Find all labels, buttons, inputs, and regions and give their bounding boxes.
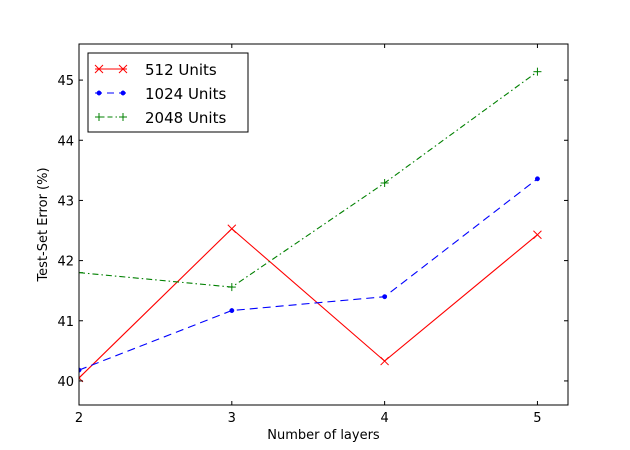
series-line (79, 71, 538, 288)
legend-marker (118, 64, 128, 74)
series-line (79, 178, 538, 371)
data-point (227, 224, 237, 234)
y-axis-label: Test-Set Error (%) (36, 167, 51, 282)
x-tick-label: 4 (380, 411, 388, 426)
legend-marker (95, 113, 103, 121)
y-tick-label: 44 (57, 134, 74, 149)
legend-marker (94, 64, 104, 74)
y-tick-label: 42 (57, 255, 74, 270)
legend-label: 2048 Units (145, 109, 226, 127)
legend-label: 1024 Units (145, 85, 226, 103)
x-tick-label: 5 (533, 411, 541, 426)
data-point (534, 176, 540, 182)
x-tick-label: 2 (75, 411, 83, 426)
y-tick-label: 41 (57, 315, 74, 330)
legend-marker (120, 90, 126, 96)
data-point (229, 308, 235, 313)
legend-entry: 2048 Units (95, 109, 226, 127)
data-point (380, 356, 389, 366)
data-point (533, 230, 542, 240)
data-point (79, 268, 83, 277)
y-tick-label: 40 (57, 375, 74, 390)
data-point (380, 178, 389, 187)
legend-box (87, 52, 249, 133)
legend-label: 512 Units (145, 61, 217, 79)
data-point (227, 283, 236, 292)
data-point (382, 294, 388, 300)
legend-marker (119, 113, 127, 121)
legend-entry: 512 Units (94, 61, 217, 79)
series-line (79, 227, 538, 379)
legend-entry: 1024 Units (95, 85, 226, 103)
x-tick-label: 3 (228, 411, 236, 426)
series-3 (79, 67, 542, 292)
plot-area-frame (78, 43, 569, 406)
y-tick-label: 43 (57, 194, 74, 209)
x-axis-label: Number of layers (267, 428, 380, 443)
axis-ticks (78, 44, 568, 405)
data-point (533, 67, 542, 76)
legend: 512 Units 1024 Units 2048 Units (87, 52, 249, 133)
legend-marker (96, 90, 102, 96)
y-tick-label: 45 (57, 74, 74, 89)
